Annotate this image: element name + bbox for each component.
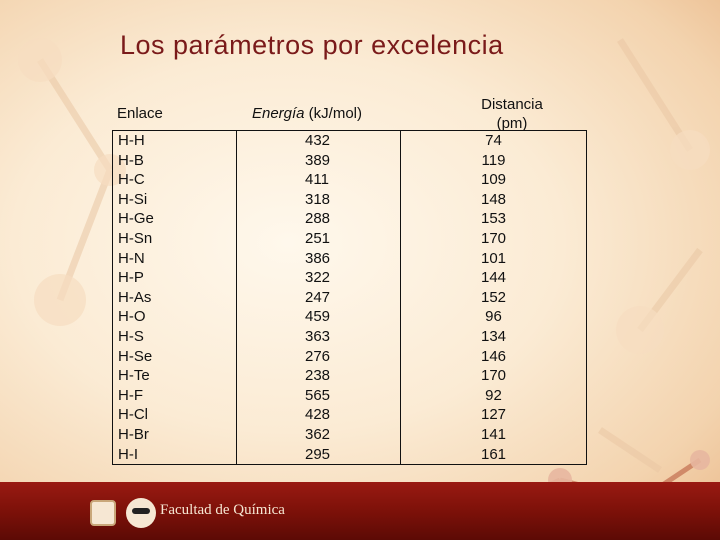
table-cell-bond: H-P (118, 269, 144, 287)
table-cell-bond: H-I (118, 445, 138, 463)
table-cell-bond: H-S (118, 327, 144, 345)
table-cell-energy: 318 (305, 190, 331, 208)
footer-institution: Facultad de Química (160, 502, 285, 518)
table-cell-bond: H-Se (118, 347, 153, 365)
table-cell-energy: 565 (305, 386, 331, 404)
table-cell-energy: 276 (305, 347, 331, 365)
faculty-logo-icon (126, 498, 156, 528)
unam-seal-icon (90, 500, 116, 526)
table-cell-distance: 92 (485, 386, 502, 404)
table-cell-energy: 459 (305, 308, 331, 326)
column-distance: 74 119 109 148 153 170 101 144 152 96 134 146 170 92 1… (401, 131, 586, 464)
table-cell-distance: 152 (480, 288, 507, 306)
table-cell-bond: H-C (118, 171, 145, 189)
table-cell-bond: H-F (118, 386, 143, 404)
table-cell-energy: 363 (305, 327, 331, 345)
table-cell-distance: 146 (480, 347, 507, 365)
header-bond: Enlace (117, 105, 163, 122)
table-cell-energy: 362 (305, 425, 331, 443)
table-cell-energy: 386 (305, 249, 331, 267)
table-cell-distance: 170 (480, 367, 507, 385)
table-cell-distance: 74 (485, 132, 502, 149)
table-cell-distance: 96 (485, 308, 502, 326)
table-cell-distance: 119 (481, 151, 506, 169)
table-cell-energy: 251 (305, 229, 331, 247)
table-cell-bond: H-Sn (118, 229, 153, 247)
footer-bar: Facultad de Química (0, 482, 720, 540)
table-cell-energy: 247 (305, 288, 331, 306)
table-cell-distance: 109 (480, 171, 507, 189)
table-cell-distance: 101 (480, 249, 507, 267)
table-cell-bond: H-H (118, 132, 145, 149)
table-cell-distance: 148 (480, 190, 507, 208)
table-cell-energy: 238 (305, 367, 331, 385)
table-cell-distance: 153 (480, 210, 507, 228)
table-cell-bond: H-Ge (118, 210, 154, 228)
table-cell-energy: 322 (305, 269, 331, 287)
column-bond: H-H H-B H-C H-Si H-Ge H-Sn H-N H-P H-As H-O H-S H-S… (113, 131, 237, 464)
table-cell-energy: 428 (305, 406, 331, 424)
table-cell-bond: H-O (118, 308, 146, 326)
table-cell-bond: H-Si (118, 190, 148, 208)
table-cell-energy: 411 (305, 171, 329, 189)
table-cell-energy: 295 (305, 445, 331, 463)
table-cell-energy: 432 (305, 132, 331, 149)
table-cell-distance: 144 (480, 269, 507, 287)
table-cell-bond: H-Te (118, 367, 150, 385)
header-distance: Distancia (pm) (467, 95, 557, 133)
table-cell-bond: H-As (118, 288, 152, 306)
table-cell-distance: 134 (480, 327, 507, 345)
header-energy-label: Energía (251, 105, 305, 122)
table-cell-distance: 170 (480, 229, 507, 247)
header-distance-label: Distancia (481, 96, 543, 113)
table-cell-bond: H-B (118, 151, 144, 169)
table-cell-bond: H-Cl (118, 406, 148, 424)
bond-parameters-table: Enlace Energía (kJ/mol) Distancia (pm) H… (112, 90, 587, 465)
column-energy: 432 389 411 318 288 251 386 322 247 459 363 276 238 5… (237, 131, 401, 464)
table-cell-distance: 127 (480, 406, 507, 424)
header-energy: Energía (kJ/mol) (242, 105, 372, 122)
table-header: Enlace Energía (kJ/mol) Distancia (pm) (112, 90, 587, 140)
header-energy-unit: (kJ/mol) (304, 105, 363, 122)
table-cell-bond: H-Br (118, 425, 149, 443)
table-cell-distance: 161 (480, 445, 507, 463)
table-cell-distance: 141 (480, 425, 507, 443)
header-distance-unit: (pm) (496, 115, 528, 132)
table-cell-energy: 288 (305, 210, 331, 228)
table-cell-bond: H-N (118, 249, 145, 267)
table-body: H-H H-B H-C H-Si H-Ge H-Sn H-N H-P H-As H-O H-S H-S… (112, 130, 587, 465)
slide-title: Los parámetros por excelencia (120, 30, 504, 60)
table-cell-energy: 389 (305, 151, 331, 169)
